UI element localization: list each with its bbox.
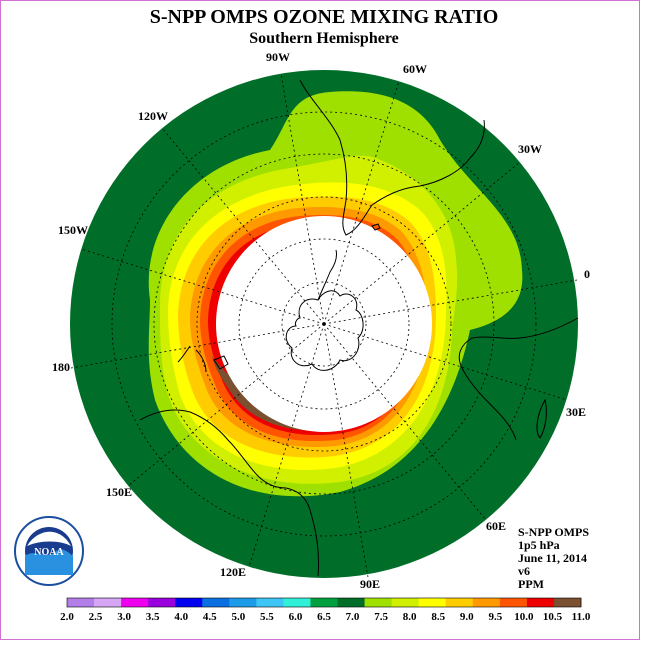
colorbar-tick-label: 8.0 bbox=[403, 611, 417, 623]
band-10-5 bbox=[212, 356, 382, 431]
info-pressure: 1p5 hPa bbox=[518, 538, 560, 552]
product-info: S-NPP OMPS 1p5 hPa June 11, 2014 v6 PPM bbox=[518, 526, 589, 591]
colorbar-tick-label: 4.0 bbox=[174, 611, 188, 623]
colorbar-swatch bbox=[472, 598, 501, 607]
colorbar-swatch bbox=[445, 598, 474, 607]
colorbar-swatch bbox=[94, 598, 122, 607]
lon-label-120w: 120W bbox=[138, 109, 168, 123]
falklands bbox=[371, 223, 381, 231]
colorbar-tick-label: 3.0 bbox=[117, 611, 131, 623]
colorbar-swatch bbox=[148, 598, 176, 607]
colorbar-swatch bbox=[256, 598, 284, 607]
noaa-logo: NOAA bbox=[14, 516, 84, 586]
longitude-labels: 90W 60W 30W 0 30E 60E 90E 120E 150E 180 … bbox=[52, 50, 590, 591]
colorbar-tick-label: 10.5 bbox=[543, 611, 563, 623]
colorbar-swatch bbox=[418, 598, 447, 607]
colorbar-swatch bbox=[526, 598, 555, 607]
colorbar-swatch bbox=[202, 598, 230, 607]
colorbar-swatch bbox=[175, 598, 203, 607]
lon-label-90w: 90W bbox=[266, 50, 290, 64]
antarctic-peninsula bbox=[317, 249, 337, 301]
lon-label-60w: 60W bbox=[403, 62, 427, 76]
graticule bbox=[70, 73, 578, 578]
colorbar-swatch bbox=[391, 598, 420, 607]
colorbar-tick-label: 6.0 bbox=[289, 611, 303, 623]
colorbar-tick-label: 2.5 bbox=[89, 611, 103, 623]
colorbar-swatch bbox=[364, 598, 393, 607]
colorbar-tick-label: 10.0 bbox=[514, 611, 534, 623]
coastlines bbox=[139, 79, 579, 577]
colorbar-swatch bbox=[121, 598, 149, 607]
colorbar-tick-label: 11.0 bbox=[572, 611, 591, 623]
lon-label-150w: 150W bbox=[58, 223, 88, 237]
australia-coast bbox=[139, 409, 319, 577]
lon-label-0: 0 bbox=[584, 267, 590, 281]
madagascar bbox=[536, 398, 547, 439]
colorbar-tick-label: 6.5 bbox=[317, 611, 331, 623]
colorbar-swatch bbox=[310, 598, 339, 607]
colorbar: 2.0 2.5 3.0 3.5 4.0 4.5 5.0 5.5 6.0 6.5 7.0 7.5 8.0 8… bbox=[60, 597, 591, 623]
south-america-coast bbox=[299, 79, 485, 236]
colorbar-swatch bbox=[499, 598, 528, 607]
lon-label-90e: 90E bbox=[360, 577, 380, 591]
map-title: S-NPP OMPS OZONE MIXING RATIO bbox=[149, 6, 499, 28]
colorbar-swatch bbox=[229, 598, 257, 607]
africa-coast bbox=[458, 317, 579, 441]
info-units: PPM bbox=[518, 577, 544, 591]
colorbar-swatch bbox=[67, 598, 95, 607]
colorbar-tick-label: 4.5 bbox=[203, 611, 217, 623]
colorbar-tick-label: 5.0 bbox=[231, 611, 245, 623]
lon-label-30w: 30W bbox=[518, 142, 542, 156]
colorbar-swatch bbox=[337, 598, 366, 607]
tasmania bbox=[213, 355, 229, 370]
antarctica-coast bbox=[285, 290, 364, 371]
lon-label-150e: 150E bbox=[106, 485, 132, 499]
colorbar-tick-label: 7.5 bbox=[374, 611, 388, 623]
colorbar-tick-label: 3.5 bbox=[146, 611, 160, 623]
lon-label-60e: 60E bbox=[486, 519, 506, 533]
lon-label-120e: 120E bbox=[220, 565, 246, 579]
colorbar-outline bbox=[66, 597, 582, 608]
info-version: v6 bbox=[518, 564, 530, 578]
colorbar-tick-label: 8.5 bbox=[431, 611, 445, 623]
colorbar-tick-label: 7.0 bbox=[346, 611, 360, 623]
svg-text:NOAA: NOAA bbox=[34, 547, 64, 558]
info-date: June 11, 2014 bbox=[518, 551, 588, 565]
colorbar-tick-label: 9.0 bbox=[460, 611, 474, 623]
map-subtitle: Southern Hemisphere bbox=[249, 30, 399, 47]
colorbar-swatch bbox=[553, 598, 582, 607]
page-frame bbox=[0, 0, 640, 640]
info-instrument: S-NPP OMPS bbox=[518, 525, 589, 539]
lon-label-180: 180 bbox=[52, 360, 70, 374]
colorbar-swatch bbox=[283, 598, 311, 607]
colorbar-tick-label: 5.5 bbox=[260, 611, 274, 623]
colorbar-tick-label: 2.0 bbox=[60, 611, 74, 623]
new-zealand-coast bbox=[177, 345, 207, 373]
colorbar-tick-label: 9.5 bbox=[488, 611, 502, 623]
lon-label-30e: 30E bbox=[566, 405, 586, 419]
